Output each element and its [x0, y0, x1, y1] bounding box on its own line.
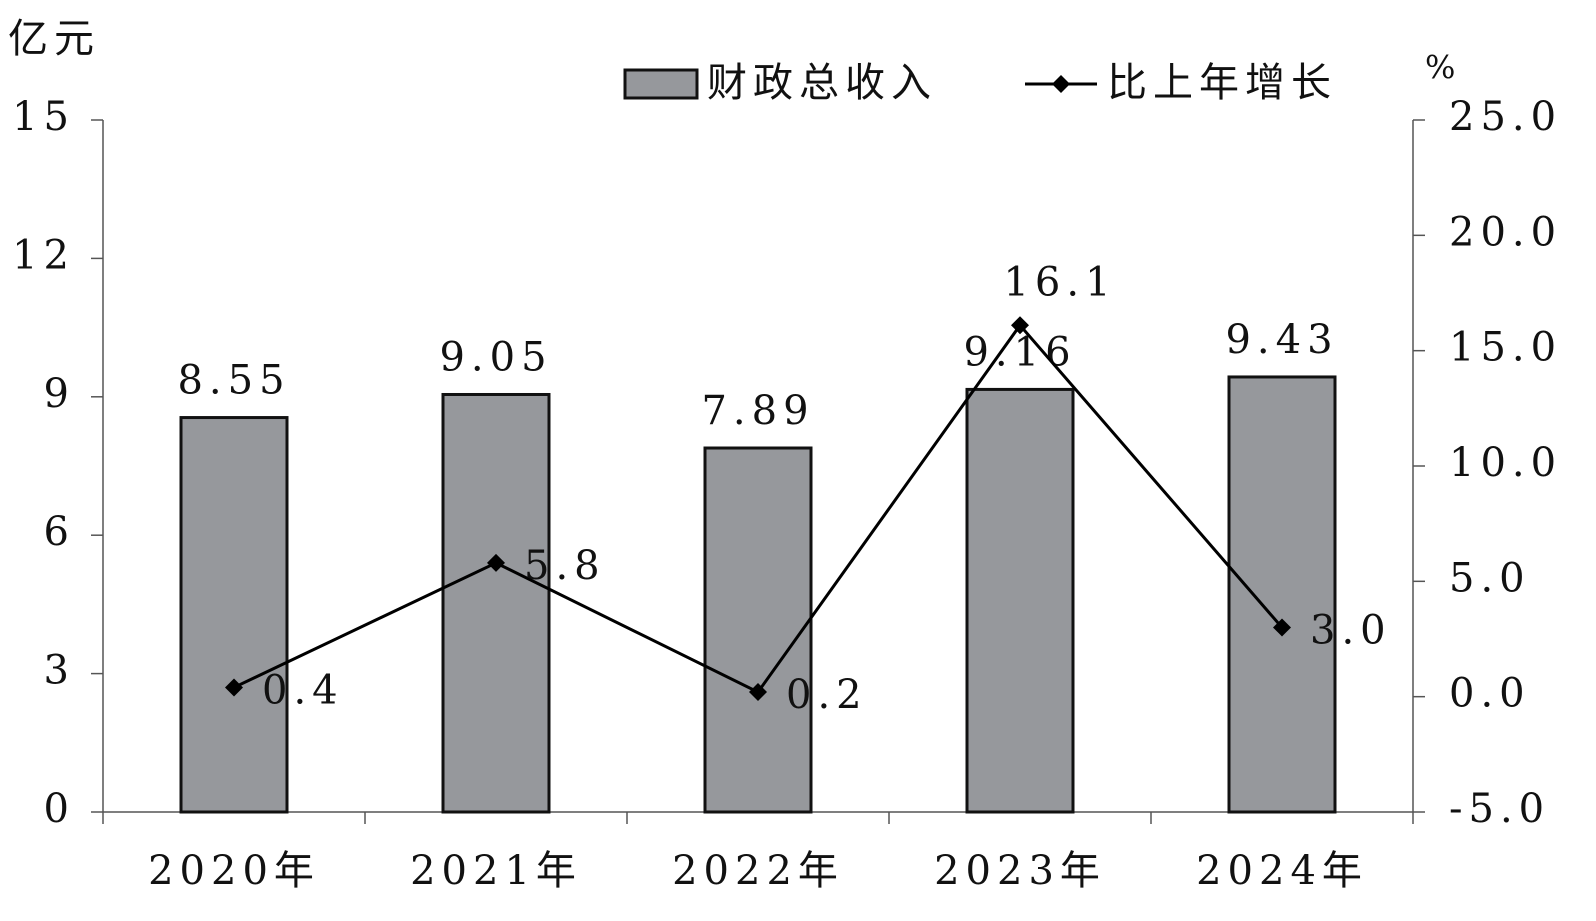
line-value-label: 0.4 — [262, 667, 344, 713]
legend-label: 比上年增长 — [1107, 60, 1337, 106]
y-tick-label: 0 — [44, 786, 75, 832]
bar — [441, 392, 551, 814]
line-value-label: 5.8 — [524, 543, 606, 589]
bar — [965, 387, 1075, 814]
line-value-label: 0.2 — [786, 672, 868, 718]
y-tick-label: 12 — [12, 232, 75, 278]
bar-value-label: 8.55 — [177, 358, 290, 404]
y2-tick-label: 5.0 — [1449, 555, 1531, 601]
y2-axis-label: % — [1425, 49, 1461, 87]
y-tick-label: 6 — [44, 509, 75, 555]
bar — [179, 416, 289, 814]
bar-value-label: 9.16 — [963, 329, 1076, 375]
y-tick-label: 15 — [12, 94, 75, 140]
y2-tick-label: 15.0 — [1449, 325, 1562, 371]
y2-tick-label: 10.0 — [1449, 440, 1562, 486]
x-tick-label: 2024年 — [1196, 848, 1368, 894]
y2-tick-label: 25.0 — [1449, 94, 1562, 140]
legend-label: 财政总收入 — [707, 60, 937, 106]
y2-tick-label: -5.0 — [1449, 786, 1550, 832]
line-value-label: 3.0 — [1310, 607, 1392, 653]
legend-swatch — [623, 68, 699, 100]
line-marker — [1273, 618, 1291, 637]
line-marker — [487, 553, 505, 572]
line-marker — [225, 678, 243, 697]
x-tick-label: 2021年 — [410, 848, 582, 894]
line-marker — [1011, 316, 1029, 335]
y-tick-label: 3 — [44, 648, 75, 694]
bar-value-label: 9.43 — [1225, 317, 1338, 363]
bar — [703, 446, 813, 814]
legend-marker — [1052, 75, 1070, 93]
y-tick-label: 9 — [44, 371, 75, 417]
line-value-label: 16.1 — [1003, 259, 1116, 305]
y2-tick-label: 20.0 — [1449, 209, 1562, 255]
y2-tick-label: 0.0 — [1449, 671, 1531, 717]
line-marker — [749, 683, 767, 702]
y-axis-label: 亿元 — [8, 16, 100, 62]
x-tick-label: 2023年 — [934, 848, 1106, 894]
x-tick-label: 2020年 — [148, 848, 320, 894]
bar-value-label: 9.05 — [439, 334, 552, 380]
x-tick-label: 2022年 — [672, 848, 844, 894]
bar — [1227, 375, 1337, 814]
bar-value-label: 7.89 — [701, 388, 814, 434]
